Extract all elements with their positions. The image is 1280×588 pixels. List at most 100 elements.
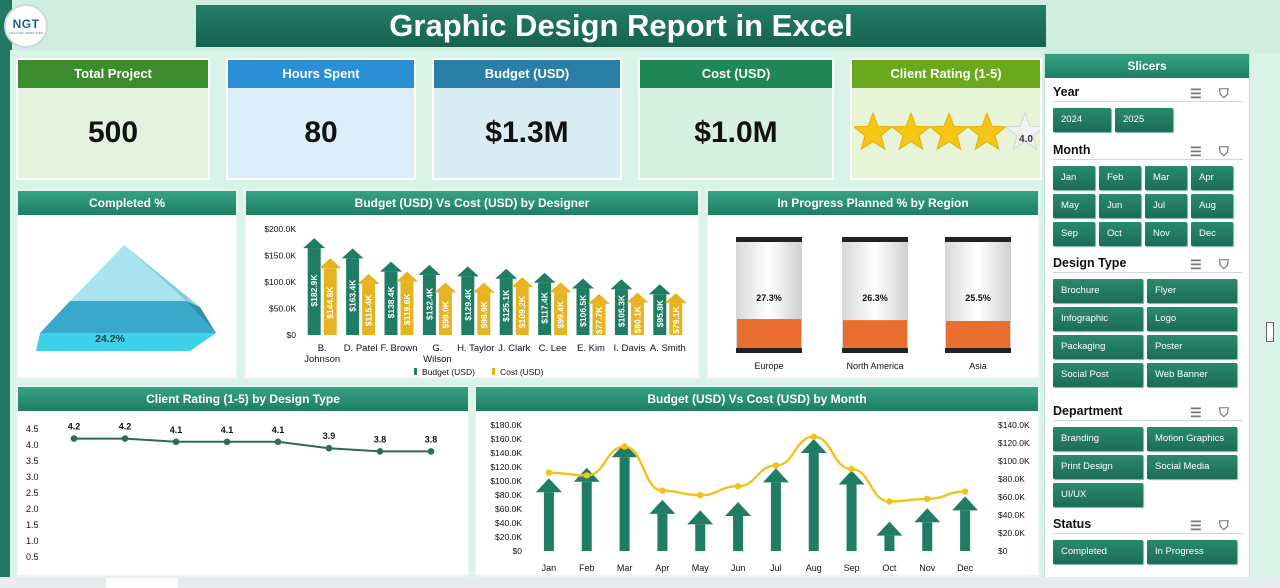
month-cost-point [697,492,704,499]
y-tick-label: 2.0 [26,504,39,514]
kpi-label: Hours Spent [228,60,414,88]
slicer-item-2025[interactable]: 2025 [1115,108,1173,132]
slicer-item-jun[interactable]: Jun [1099,194,1141,218]
panel-budget-month: Budget (USD) Vs Cost (USD) by Month $0 $2… [474,385,1040,577]
budget-bar [422,274,436,335]
slicer-item-brochure[interactable]: Brochure [1053,279,1143,303]
x-category-label: G. [432,343,442,354]
slicer-item-web-banner[interactable]: Web Banner [1147,363,1237,387]
slicer-item-flyer[interactable]: Flyer [1147,279,1237,303]
budget-bar [538,282,552,335]
slicer-item-print-design[interactable]: Print Design [1053,455,1143,479]
slicer-item-dec[interactable]: Dec [1191,222,1233,246]
x-month-label: Jun [731,563,746,573]
slicer-item-in-progress[interactable]: In Progress [1147,540,1237,564]
y-left-tick-label: $180.0K [490,420,522,430]
multi-select-icon[interactable]: ☰ [1190,257,1202,272]
clear-filter-icon[interactable]: ⛉ [1219,257,1229,272]
slicer-status: Status ☰ ⛉ Completed In Progress [1053,514,1243,564]
slicer-item-2024[interactable]: 2024 [1053,108,1111,132]
slicer-item-motion-graphics[interactable]: Motion Graphics [1147,427,1237,451]
x-category-label: Wilson [423,354,452,365]
slicer-title-label: Design Type [1053,256,1127,270]
slicer-item-branding[interactable]: Branding [1053,427,1143,451]
budget-data-label: $106.5K [578,294,588,327]
cost-bar-head [511,277,534,288]
rating-point [121,435,129,442]
slicer-item-ui-ux[interactable]: UI/UX [1053,483,1143,507]
y-tick-label: 4.5 [26,424,39,434]
slicer-item-oct[interactable]: Oct [1099,222,1141,246]
x-category-label: F. Brown [381,343,418,354]
multi-select-icon[interactable]: ☰ [1190,405,1202,420]
legend-swatch-budget [414,368,417,375]
x-month-label: Jul [770,563,782,573]
y-left-tick-label: $100.0K [490,476,522,486]
x-category-label: Johnson [304,354,340,365]
budget-bar-head [456,266,479,277]
slicer-item-feb[interactable]: Feb [1099,166,1141,190]
slicer-item-packaging[interactable]: Packaging [1053,335,1143,359]
clear-filter-icon[interactable]: ⛉ [1219,86,1229,101]
rating-line-chart: 4.5 4.0 3.5 3.0 2.5 2.0 1.5 1.0 0.5 4.2 4.2 4.1 4.1 4… [26,422,437,562]
cost-data-label: $99.0K [440,300,450,328]
cost-data-label: $144.8K [325,286,335,319]
y-tick-label: $150.0K [264,251,296,261]
multi-select-icon[interactable]: ☰ [1190,144,1202,159]
panel-title: Budget (USD) Vs Cost (USD) by Month [476,387,1038,411]
month-budget-bar-head [611,443,638,458]
multi-select-icon[interactable]: ☰ [1190,518,1202,533]
clear-filter-icon[interactable]: ⛉ [1219,405,1229,420]
rating-data-label: 4.1 [272,425,285,435]
sheet-tab[interactable] [106,578,178,588]
kpi-value: 80 [304,116,338,149]
slicer-title-label: Department [1053,404,1123,418]
budget-data-label: $138.4K [386,285,396,318]
slicer-item-poster[interactable]: Poster [1147,335,1237,359]
x-month-label: Nov [919,563,936,573]
budget-bar-head [380,261,402,272]
slicer-title: Status ☰ ⛉ [1053,514,1243,534]
month-cost-point [961,488,969,495]
month-budget-bar [846,484,857,551]
slicer-item-jan[interactable]: Jan [1053,166,1095,190]
y-left-tick-label: $160.0K [490,434,522,444]
month-cost-point [772,462,780,469]
month-cost-point [810,433,817,440]
month-budget-bar-head [725,502,752,516]
month-combo-chart: $0 $20.0K $40.0K $60.0K $80.0K $100.0K $120.0K… [490,420,1030,573]
rating-point [325,444,333,452]
month-budget-bar [581,481,592,551]
clear-filter-icon[interactable]: ⛉ [1219,144,1229,159]
slicer-item-may[interactable]: May [1053,194,1095,218]
slicer-item-infographic[interactable]: Infographic [1053,307,1143,331]
sheet-tab-bar [0,577,1280,588]
month-budget-bar [695,524,706,551]
slicer-item-aug[interactable]: Aug [1191,194,1233,218]
slicer-item-sep[interactable]: Sep [1053,222,1095,246]
slicer-item-apr[interactable]: Apr [1191,166,1233,190]
panel-title: In Progress Planned % by Region [708,191,1038,215]
slicer-item-jul[interactable]: Jul [1145,194,1187,218]
star-icon [1004,111,1040,151]
slicer-item-logo[interactable]: Logo [1147,307,1237,331]
region-label: North America [846,361,903,371]
slicer-item-social-post[interactable]: Social Post [1053,363,1143,387]
progress-percent-label: 27.3% [756,293,782,303]
kpi-cost: Cost (USD) $1.0M [638,58,834,180]
slicer-item-completed[interactable]: Completed [1053,540,1143,564]
slicer-item-social-media[interactable]: Social Media [1147,455,1237,479]
x-month-label: May [692,563,710,573]
month-budget-bar [960,510,971,551]
resize-handle[interactable] [1266,322,1274,342]
clear-filter-icon[interactable]: ⛉ [1219,518,1229,533]
x-category-label: J. Clark [498,343,530,354]
slicer-item-nov[interactable]: Nov [1145,222,1187,246]
progress-percent-label: 26.3% [862,293,888,303]
y-left-tick-label: $0 [513,546,523,556]
star-icon [854,111,894,151]
slicer-item-mar[interactable]: Mar [1145,166,1187,190]
cost-bar [630,302,644,335]
multi-select-icon[interactable]: ☰ [1190,86,1202,101]
budget-data-label: $132.4K [424,287,434,320]
